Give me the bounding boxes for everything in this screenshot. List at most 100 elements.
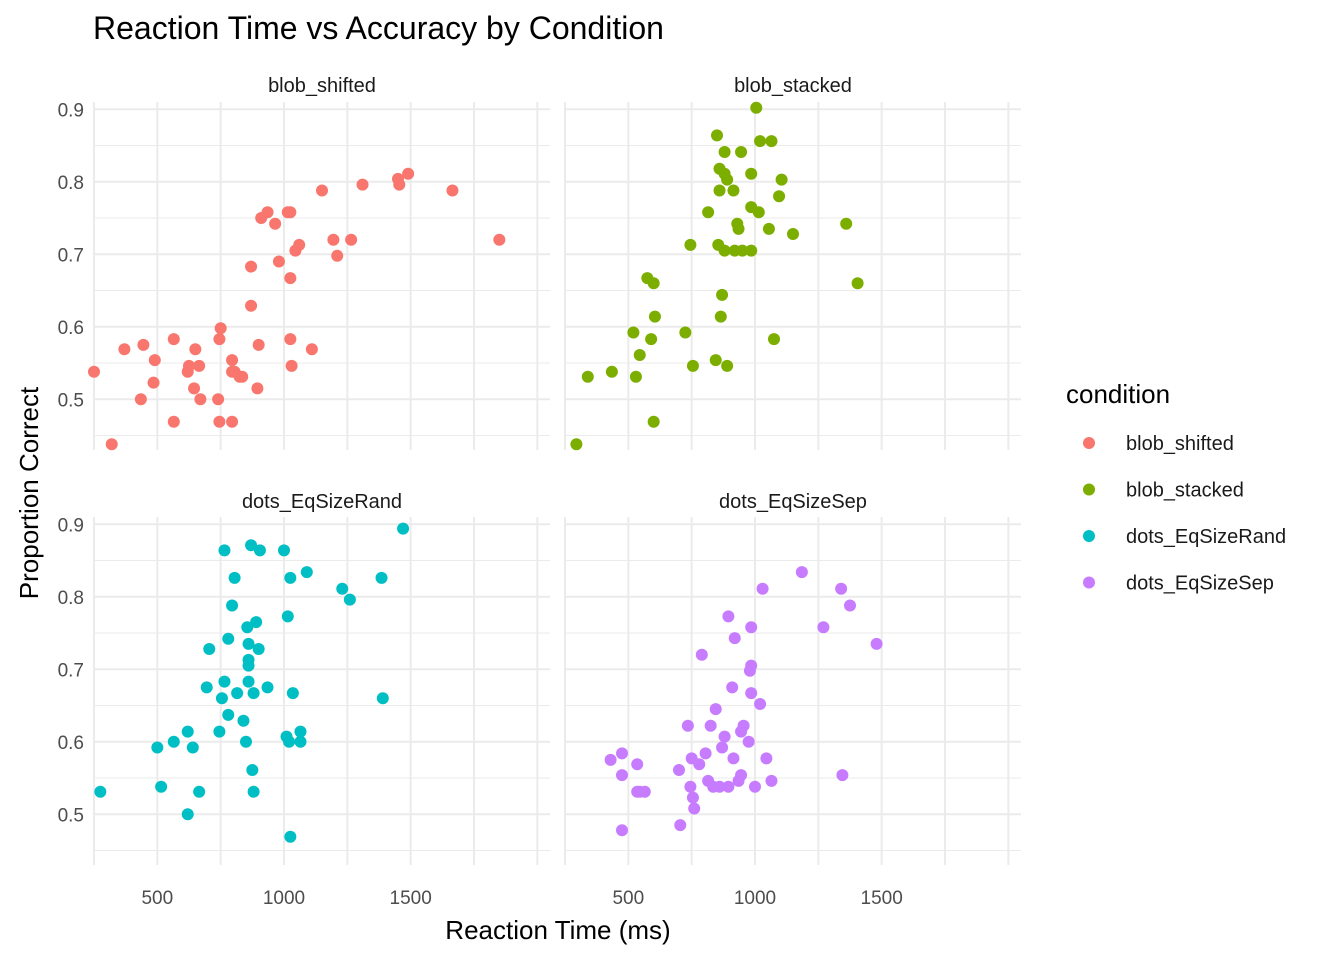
data-point: [316, 184, 328, 197]
data-point: [222, 708, 235, 721]
data-point: [240, 735, 252, 748]
data-point: [186, 741, 199, 754]
data-point: [736, 244, 749, 257]
data-point: [376, 692, 389, 705]
legend-label: dots_EqSizeRand: [1126, 526, 1286, 548]
data-point: [446, 184, 459, 197]
data-point: [737, 719, 750, 732]
data-point: [278, 544, 290, 557]
data-point: [242, 637, 255, 650]
y-tick-label: 0.8: [58, 173, 84, 194]
data-point: [284, 830, 297, 843]
legend-label: blob_shifted: [1126, 433, 1234, 455]
data-point: [844, 599, 856, 612]
x-axis-title: Reaction Time (ms): [445, 915, 670, 945]
data-point: [343, 593, 356, 606]
facet-blob_shifted: blob_shifted 0.5 0.6 0.7 0.8 0.9: [58, 75, 550, 451]
data-point: [835, 582, 848, 595]
data-point: [393, 178, 406, 191]
data-point: [245, 299, 258, 312]
data-point: [226, 599, 239, 612]
data-point: [228, 571, 241, 584]
data-point: [765, 135, 778, 148]
data-point: [261, 681, 274, 694]
data-point: [735, 769, 748, 782]
data-point: [773, 190, 786, 203]
data-point: [684, 238, 697, 251]
data-point: [247, 687, 260, 700]
data-point: [194, 393, 207, 406]
data-point: [631, 758, 644, 771]
data-point: [294, 735, 307, 748]
data-point: [147, 376, 160, 389]
data-point: [272, 255, 285, 268]
data-point: [284, 206, 297, 219]
data-point: [253, 544, 266, 557]
data-point: [629, 370, 642, 383]
legend-key: [1083, 530, 1095, 542]
data-point: [851, 277, 864, 290]
data-point: [336, 582, 349, 595]
data-point: [151, 741, 164, 754]
legend-key: [1083, 483, 1095, 496]
data-point: [237, 714, 250, 727]
data-point: [167, 333, 180, 346]
facet-dots_EqSizeSep: dots_EqSizeSep 500 1000 1500: [564, 491, 1021, 909]
chart-title: Reaction Time vs Accuracy by Condition: [93, 10, 664, 46]
data-point: [285, 359, 298, 372]
data-point: [756, 582, 769, 595]
data-point: [616, 747, 628, 760]
data-point: [616, 824, 628, 837]
facet-strip-label: dots_EqSizeRand: [242, 491, 402, 513]
data-point: [679, 326, 692, 339]
data-point: [718, 146, 731, 159]
x-tick-label: 500: [612, 888, 644, 909]
facet-strip-label: blob_stacked: [734, 75, 852, 97]
data-point: [246, 764, 259, 777]
data-point: [616, 769, 628, 782]
data-point: [673, 764, 685, 777]
data-point: [762, 222, 775, 235]
data-point: [686, 359, 699, 372]
data-point: [570, 438, 583, 451]
data-point: [493, 233, 506, 246]
data-point: [745, 659, 758, 672]
data-point: [134, 393, 147, 406]
data-point: [787, 227, 799, 240]
data-point: [226, 415, 239, 428]
data-point: [686, 791, 699, 804]
data-point: [94, 785, 107, 798]
data-point: [732, 222, 745, 235]
data-point: [752, 206, 765, 219]
data-point: [356, 178, 369, 191]
data-point: [188, 382, 201, 395]
data-point: [213, 415, 226, 428]
panels: blob_shifted 0.5 0.6 0.7 0.8 0.9 blob_stackedd…: [58, 75, 1021, 909]
data-point: [695, 648, 708, 661]
data-point: [581, 370, 594, 383]
data-point: [745, 244, 758, 257]
data-point: [681, 719, 694, 732]
data-point: [728, 632, 741, 645]
y-tick-label: 0.8: [58, 588, 84, 609]
data-point: [745, 621, 758, 634]
data-point: [745, 687, 758, 700]
data-point: [155, 780, 168, 793]
data-point: [722, 780, 735, 793]
data-point: [331, 249, 344, 262]
data-point: [200, 681, 213, 694]
data-point: [817, 621, 830, 634]
data-point: [768, 333, 780, 346]
data-point: [284, 272, 297, 285]
data-point: [716, 288, 729, 301]
data-point: [284, 333, 297, 346]
data-point: [713, 184, 726, 197]
data-point: [674, 819, 687, 832]
data-point: [709, 703, 722, 716]
data-point: [283, 735, 296, 748]
data-point: [402, 167, 415, 180]
data-point: [215, 692, 228, 705]
data-point: [286, 687, 299, 700]
data-point: [222, 632, 235, 645]
